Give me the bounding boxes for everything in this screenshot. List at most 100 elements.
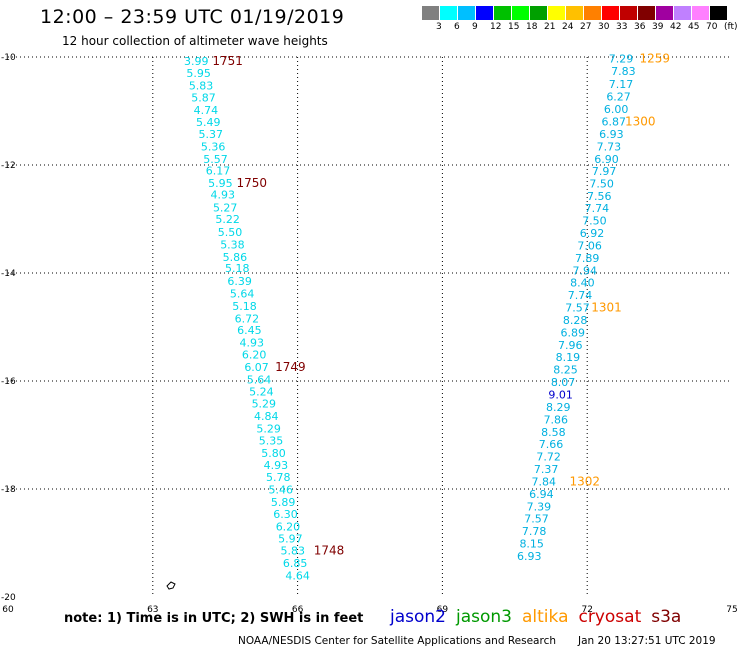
wave-height-label: 5.95 bbox=[208, 177, 233, 190]
wave-height-label: 7.66 bbox=[539, 438, 564, 451]
colorbar-swatch bbox=[476, 6, 493, 20]
wave-height-label: 7.89 bbox=[575, 252, 600, 265]
page-subtitle: 12 hour collection of altimeter wave hei… bbox=[62, 34, 328, 48]
x-tick-label: 63 bbox=[147, 605, 158, 615]
wave-height-label: 5.83 bbox=[189, 80, 214, 93]
colorbar-swatch bbox=[548, 6, 565, 20]
pass-time-label: 1259 bbox=[639, 52, 670, 66]
wave-height-label: 6.45 bbox=[237, 324, 262, 337]
wave-height-label: 7.37 bbox=[534, 463, 559, 476]
satellite-legend: jason2 jason3 altika cryosat s3a bbox=[390, 607, 691, 627]
wave-height-label: 9.01 bbox=[548, 389, 573, 402]
colorbar-swatch bbox=[692, 6, 709, 20]
colorbar-label: 33 bbox=[616, 22, 628, 32]
wave-height-label: 5.29 bbox=[256, 423, 281, 436]
wave-height-label: 5.83 bbox=[281, 545, 306, 558]
colorbar-swatch bbox=[512, 6, 529, 20]
wave-height-label: 7.57 bbox=[565, 302, 590, 315]
colorbar-label: 15 bbox=[508, 22, 520, 32]
wave-height-label: 4.93 bbox=[239, 337, 264, 350]
wave-height-label: 6.87 bbox=[601, 115, 626, 128]
colorbar-swatch bbox=[584, 6, 601, 20]
wave-height-label: 7.83 bbox=[611, 65, 636, 78]
legend-entry: cryosat bbox=[578, 607, 642, 627]
colorbar-label: 3 bbox=[436, 22, 442, 32]
wave-height-label: 8.19 bbox=[556, 351, 581, 364]
x-tick-label: 72 bbox=[581, 605, 592, 615]
wave-height-label: 7.86 bbox=[544, 413, 569, 426]
pass-time-label: 1301 bbox=[591, 301, 622, 315]
wave-height-label: 6.85 bbox=[283, 557, 308, 570]
pass-time-label: 1300 bbox=[625, 114, 656, 128]
y-tick-label: -14 bbox=[1, 269, 16, 279]
wave-height-label: 5.80 bbox=[261, 447, 286, 460]
colorbar-label: 6 bbox=[454, 22, 460, 32]
y-tick-label: -12 bbox=[1, 161, 16, 171]
wave-height-label: 5.27 bbox=[213, 202, 238, 215]
wave-height-label: 6.20 bbox=[276, 520, 301, 533]
wave-height-label: 7.74 bbox=[568, 289, 593, 302]
wave-height-label: 5.29 bbox=[252, 398, 277, 411]
colorbar-swatch bbox=[638, 6, 655, 20]
wave-height-label: 5.64 bbox=[247, 373, 272, 386]
generated-timestamp: Jan 20 13:27:51 UTC 2019 bbox=[578, 635, 716, 647]
colorbar-swatch bbox=[566, 6, 583, 20]
wave-height-label: 5.57 bbox=[203, 153, 228, 166]
wave-height-label: 5.24 bbox=[249, 385, 274, 398]
legend-entry: jason3 bbox=[456, 607, 512, 627]
wave-height-label: 7.57 bbox=[524, 513, 549, 526]
pass-time-label: 1750 bbox=[236, 176, 267, 190]
wave-height-label: 5.18 bbox=[225, 262, 250, 275]
wave-height-label: 6.92 bbox=[580, 227, 605, 240]
colorbar-swatch bbox=[494, 6, 511, 20]
wave-height-label: 6.20 bbox=[242, 349, 267, 362]
colorbar-label: 70 bbox=[706, 22, 718, 32]
colorbar-swatch bbox=[674, 6, 691, 20]
y-tick-label: -10 bbox=[1, 53, 16, 63]
wave-height-label: 7.96 bbox=[558, 339, 583, 352]
colorbar-label: 18 bbox=[526, 22, 538, 32]
wave-height-label: 5.37 bbox=[198, 128, 223, 141]
legend-entry: altika bbox=[522, 607, 569, 627]
pass-time-label: 1751 bbox=[212, 54, 243, 68]
colorbar-swatch bbox=[530, 6, 547, 20]
wave-height-label: 6.93 bbox=[599, 128, 624, 141]
colorbar-swatch bbox=[620, 6, 637, 20]
page-title: 12:00 – 23:59 UTC 01/19/2019 bbox=[40, 6, 345, 28]
y-tick-label: -18 bbox=[1, 485, 16, 495]
colorbar-swatch bbox=[458, 6, 475, 20]
wave-height-label: 7.17 bbox=[609, 78, 634, 91]
legend-entry: s3a bbox=[651, 607, 682, 627]
wave-height-label: 6.00 bbox=[604, 103, 629, 116]
colorbar-label: 21 bbox=[544, 22, 556, 32]
wave-height-label: 7.39 bbox=[527, 500, 552, 513]
wave-height-label: 8.15 bbox=[519, 538, 544, 551]
colorbar-label: 9 bbox=[472, 22, 478, 32]
x-tick-label: 69 bbox=[437, 605, 449, 615]
wave-height-label: 4.64 bbox=[285, 569, 310, 582]
wave-height-label: 5.38 bbox=[220, 238, 245, 251]
colorbar-label: 45 bbox=[688, 22, 700, 32]
wave-height-label: 8.40 bbox=[570, 277, 595, 290]
wave-height-label: 8.07 bbox=[551, 376, 576, 389]
colorbar-label: 27 bbox=[580, 22, 592, 32]
x-tick-label: 60 bbox=[2, 605, 14, 615]
wave-height-label: 6.89 bbox=[560, 326, 585, 339]
colorbar-label: 39 bbox=[652, 22, 664, 32]
wave-height-label: 5.89 bbox=[271, 496, 296, 509]
y-tick-label: -16 bbox=[1, 377, 16, 387]
colorbar-swatch bbox=[440, 6, 457, 20]
colorbar-label: 12 bbox=[490, 22, 502, 32]
wave-height-label: 4.93 bbox=[211, 189, 236, 202]
colorbar-label: 24 bbox=[562, 22, 574, 32]
wave-height-label: 7.74 bbox=[585, 202, 610, 215]
wave-height-label: 7.72 bbox=[536, 451, 561, 464]
wave-height-label: 6.27 bbox=[606, 90, 631, 103]
wave-height-label: 6.17 bbox=[206, 164, 231, 177]
colorbar-label: 42 bbox=[670, 22, 682, 32]
y-tick-label: -20 bbox=[1, 593, 16, 603]
wave-height-label: 5.50 bbox=[218, 226, 243, 239]
wave-height-label: 5.97 bbox=[278, 533, 303, 546]
units-note: note: 1) Time is in UTC; 2) SWH is in fe… bbox=[64, 611, 364, 626]
